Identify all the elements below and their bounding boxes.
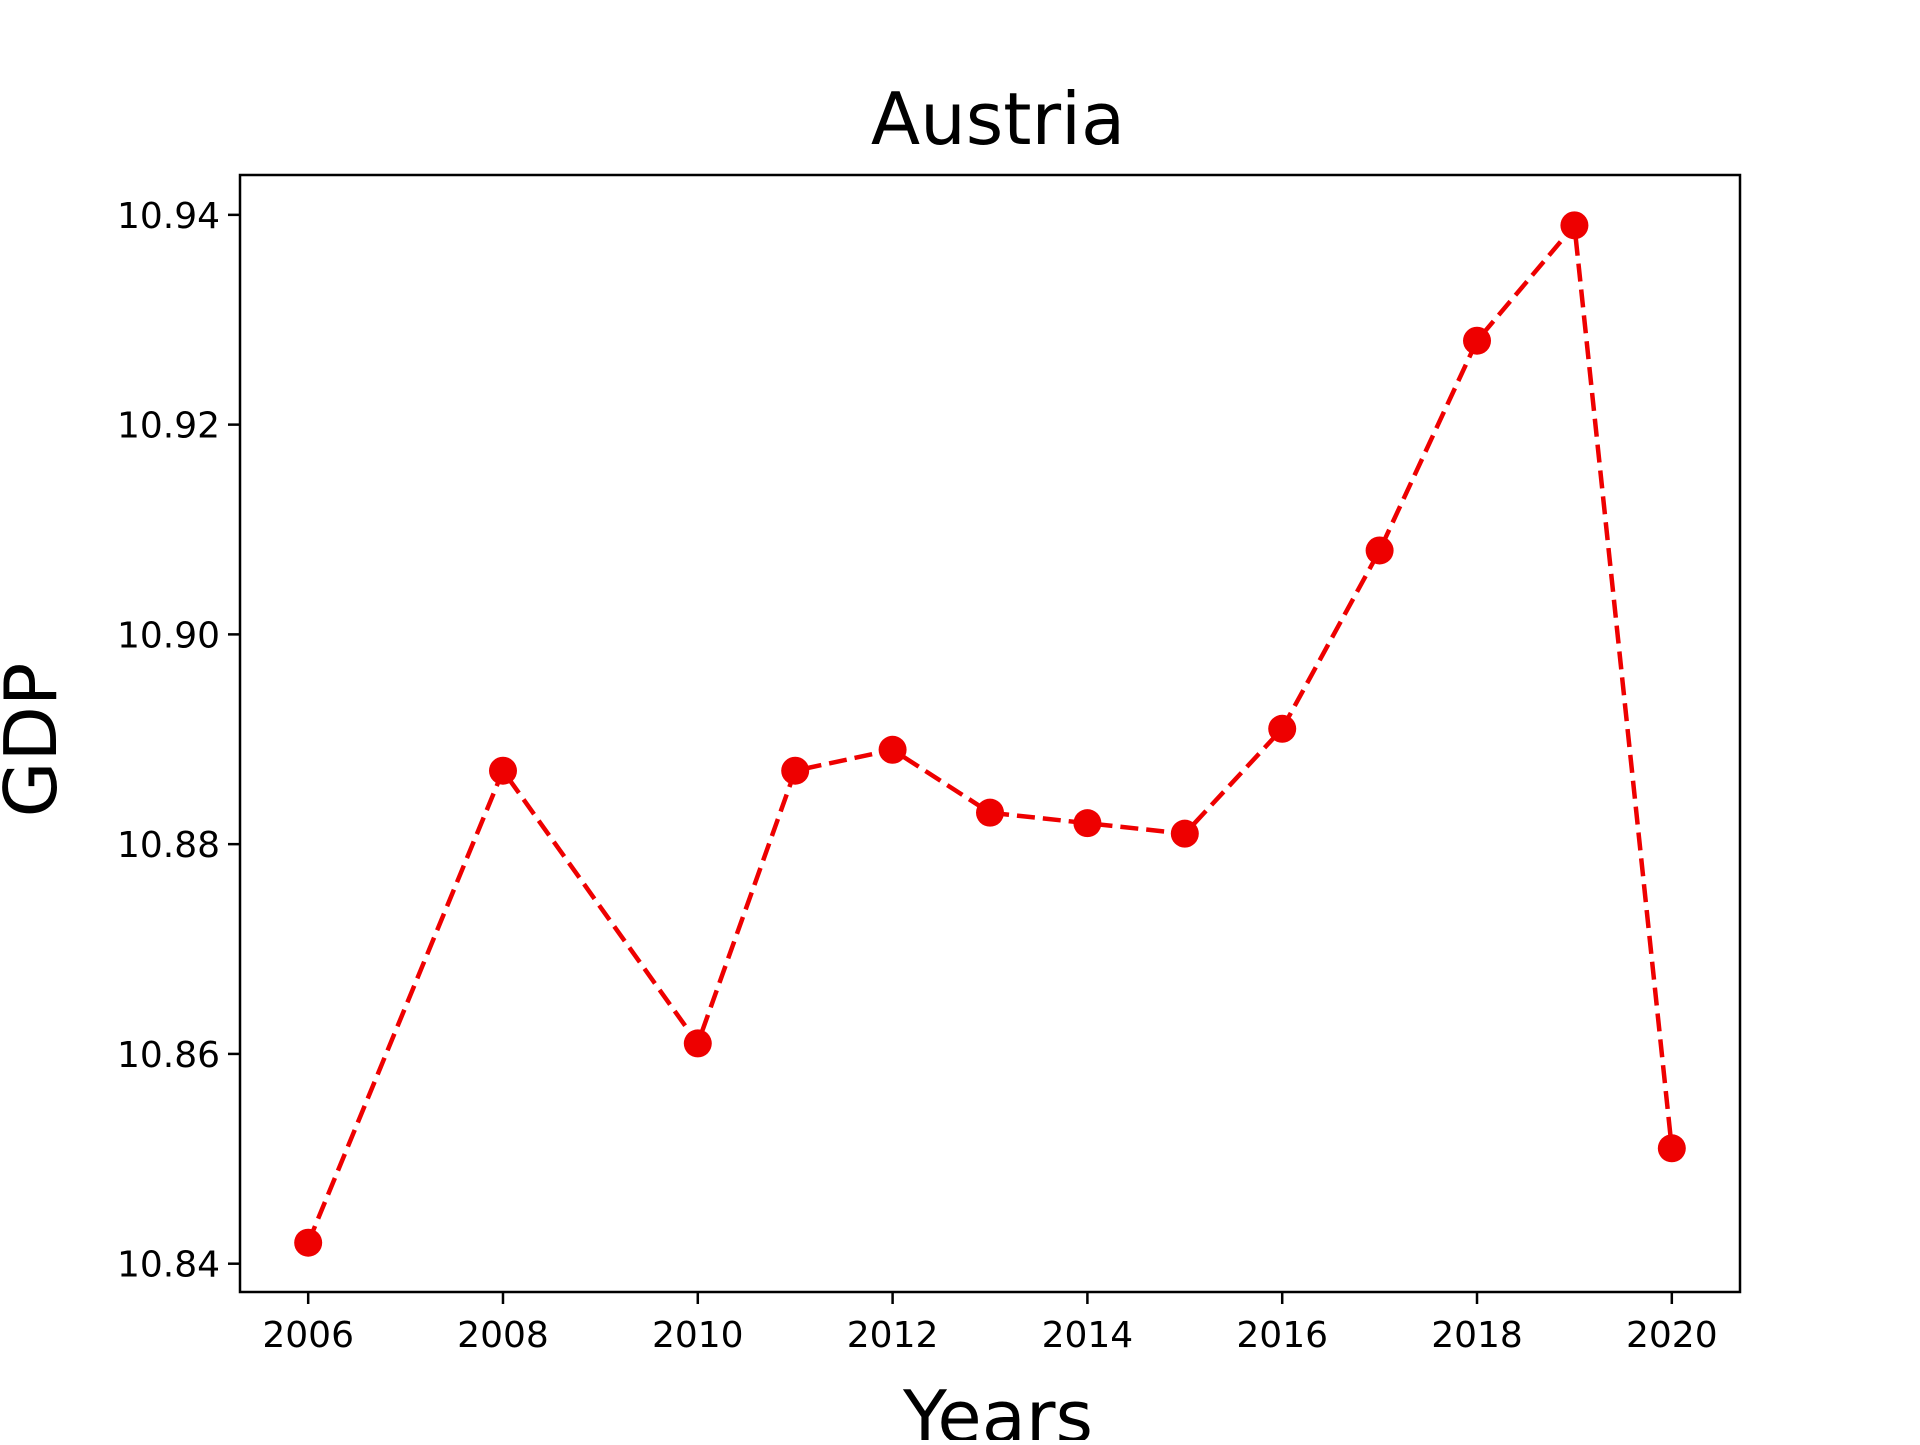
data-point: [1463, 326, 1492, 355]
x-tick-label: 2006: [262, 1315, 354, 1356]
x-tick-label: 2018: [1431, 1315, 1523, 1356]
plot-frame: [238, 173, 1742, 1294]
x-tick-label: 2008: [457, 1315, 549, 1356]
y-tick-label: 10.92: [117, 406, 220, 447]
y-tick-label: 10.90: [117, 615, 220, 656]
data-point: [781, 756, 810, 785]
x-axis-ticks: 2006 2008 2010 2012 2014 2016 2018 2020: [262, 1292, 1718, 1356]
data-point: [683, 1029, 712, 1058]
x-axis-label: Years: [902, 1375, 1093, 1440]
data-point: [1560, 211, 1589, 240]
y-tick-label: 10.94: [117, 196, 220, 237]
x-tick-label: 2012: [847, 1315, 939, 1356]
y-tick-label: 10.84: [117, 1245, 220, 1286]
data-point: [1073, 809, 1102, 838]
x-tick-label: 2020: [1626, 1315, 1718, 1356]
data-point: [1170, 819, 1199, 848]
y-axis-ticks: 10.84 10.86 10.88 10.90 10.92 10.94: [117, 196, 240, 1286]
y-tick-label: 10.88: [117, 825, 220, 866]
data-point: [488, 756, 517, 785]
data-point: [1268, 714, 1297, 743]
chart-title: Austria: [871, 77, 1125, 161]
x-tick-label: 2014: [1042, 1315, 1134, 1356]
y-tick-label: 10.86: [117, 1035, 220, 1076]
y-axis-label: GDP: [0, 663, 73, 818]
series-layer: [294, 211, 1686, 1257]
data-point: [1365, 536, 1394, 565]
data-point: [976, 798, 1004, 827]
data-point: [294, 1228, 323, 1257]
data-point: [878, 735, 907, 764]
x-tick-label: 2010: [652, 1315, 744, 1356]
x-tick-label: 2016: [1236, 1315, 1328, 1356]
data-point: [1657, 1134, 1686, 1163]
